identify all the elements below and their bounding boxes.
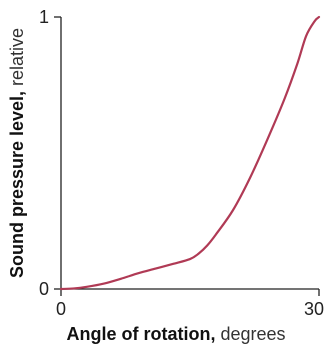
y-tick-label: 0 [39,279,49,299]
axes [60,17,319,290]
series-line [59,15,321,291]
ticks: 0 1 0 300 [39,7,324,319]
x-axis-label-bold: Angle of rotation, [66,324,215,344]
x-tick-label: 0 [56,299,66,319]
x-axis-label-rest: degrees [215,324,285,344]
y-tick-label: 1 [39,7,49,27]
x-axis-label: Angle of rotation, degrees [66,324,285,344]
x-tick-label: 300 [304,299,324,319]
y-axis-label: Sound pressure level, relative [7,28,27,278]
y-axis-label-rest: relative [7,28,27,91]
y-axis-label-bold: Sound pressure level, [7,91,27,278]
plot-area [59,15,321,291]
